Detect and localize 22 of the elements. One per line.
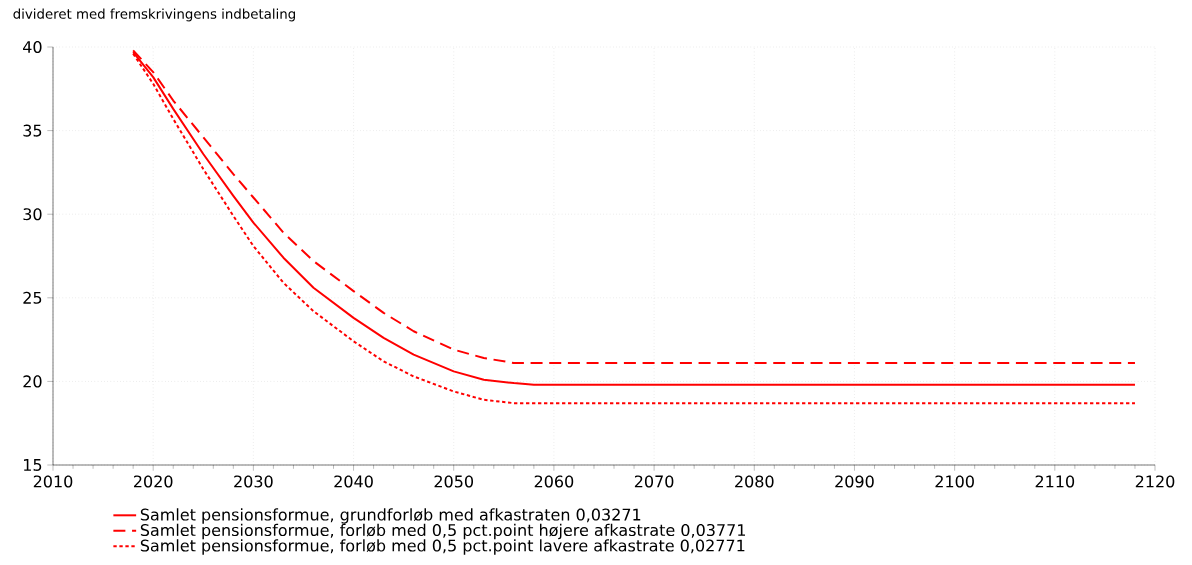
x-tick-label: 2080 bbox=[735, 475, 774, 488]
x-tick-label: 2100 bbox=[935, 475, 974, 488]
y-tick-label: 15 bbox=[24, 459, 42, 471]
x-tick-label: 2010 bbox=[33, 475, 73, 488]
x-tick-label: 2120 bbox=[1135, 475, 1175, 488]
y-tick-label: 20 bbox=[23, 375, 42, 388]
x-tick-label: 2040 bbox=[334, 475, 373, 488]
x-tick-label: 2110 bbox=[1035, 475, 1075, 488]
x-tick-label: 2050 bbox=[434, 475, 474, 488]
x-tick-label: 2030 bbox=[234, 475, 273, 488]
y-tick-label: 25 bbox=[23, 291, 42, 304]
x-tick-label: 2020 bbox=[134, 475, 173, 488]
legend-label: Samlet pensionsformue, grundforløb med afkastraten 0,03271 bbox=[140, 508, 641, 524]
y-tick-label: 40 bbox=[23, 40, 42, 54]
y-tick-label: 30 bbox=[23, 208, 42, 221]
x-tick-label: 2060 bbox=[534, 475, 574, 488]
legend-label: Samlet pensionsformue, forløb med 0,5 pct.point højere afkastrate 0,03771 bbox=[140, 523, 746, 540]
x-tick-label: 2090 bbox=[835, 475, 874, 488]
legend-label: Samlet pensionsformue, forløb med 0,5 pct.point lavere afkastrate 0,02771 bbox=[140, 539, 745, 555]
chart-title: divideret med fremskrivingens indbetaling bbox=[13, 8, 295, 22]
y-tick-label: 35 bbox=[23, 124, 42, 137]
x-tick-label: 2070 bbox=[634, 475, 674, 488]
